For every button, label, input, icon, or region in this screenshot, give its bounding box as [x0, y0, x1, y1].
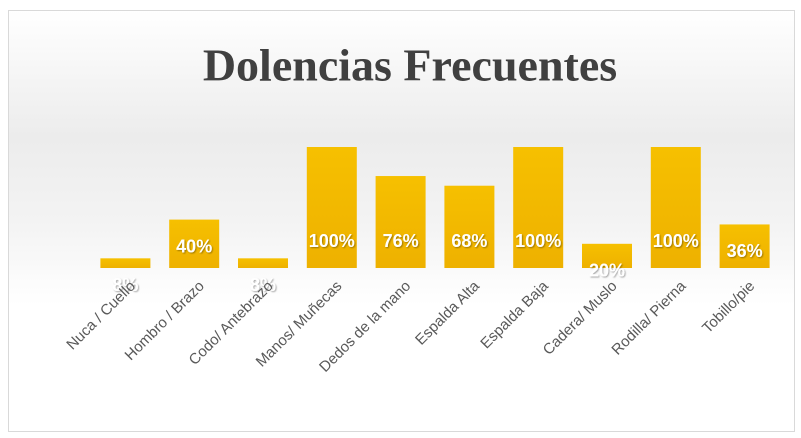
bar: [169, 219, 220, 268]
bar: [513, 147, 564, 268]
value-label: 8%: [250, 275, 276, 295]
value-label: 68%: [451, 231, 487, 251]
bar: [306, 147, 357, 268]
bar: [650, 147, 701, 268]
bar: [719, 224, 770, 268]
value-label: 40%: [176, 236, 212, 256]
value-label: 100%: [515, 231, 561, 251]
bar: [375, 176, 426, 268]
bar: [100, 258, 151, 268]
chart-title: Dolencias Frecuentes: [203, 40, 617, 91]
bar: [582, 243, 632, 268]
value-label: 8%: [112, 275, 138, 295]
value-label: 76%: [383, 231, 419, 251]
bar: [238, 258, 288, 268]
value-label: 100%: [309, 231, 355, 251]
bar: [444, 185, 495, 268]
value-label: 100%: [653, 231, 699, 251]
value-label: 36%: [727, 241, 763, 261]
value-label: 20%: [589, 261, 625, 281]
